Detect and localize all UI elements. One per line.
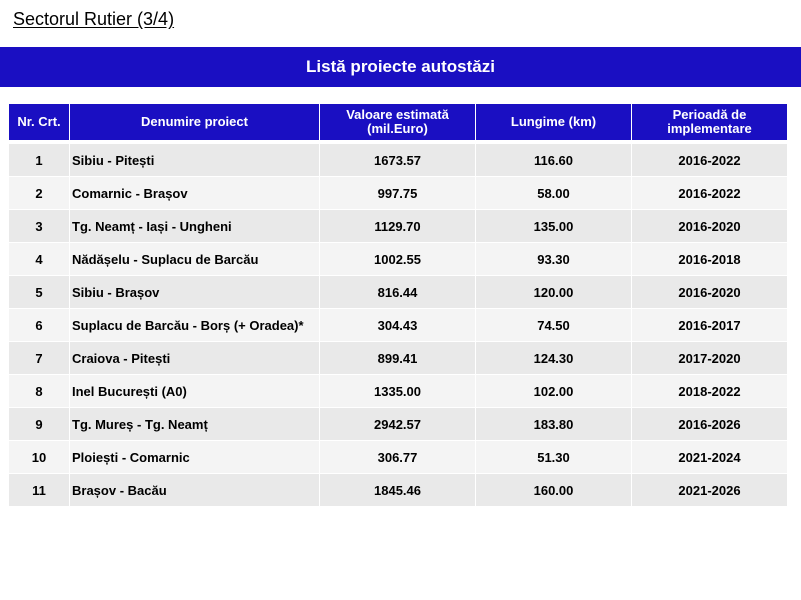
projects-table: Nr. Crt. Denumire proiect Valoare estima… xyxy=(9,104,787,507)
header-name: Denumire proiect xyxy=(70,104,320,144)
table-row: 6 Suplacu de Barcău - Borș (+ Oradea)* 3… xyxy=(9,309,787,342)
table-row: 10 Ploiești - Comarnic 306.77 51.30 2021… xyxy=(9,441,787,474)
cell-length: 160.00 xyxy=(476,474,632,507)
cell-value: 1002.55 xyxy=(320,243,476,276)
cell-length: 124.30 xyxy=(476,342,632,375)
cell-period: 2021-2026 xyxy=(632,474,787,507)
cell-nr: 6 xyxy=(9,309,70,342)
cell-nr: 9 xyxy=(9,408,70,441)
cell-value: 2942.57 xyxy=(320,408,476,441)
cell-nr: 5 xyxy=(9,276,70,309)
cell-value: 306.77 xyxy=(320,441,476,474)
table-row: 11 Brașov - Bacău 1845.46 160.00 2021-20… xyxy=(9,474,787,507)
banner-title: Listă proiecte autostăzi xyxy=(306,57,495,76)
cell-length: 183.80 xyxy=(476,408,632,441)
table-row: 5 Sibiu - Brașov 816.44 120.00 2016-2020 xyxy=(9,276,787,309)
cell-name: Tg. Mureș - Tg. Neamț xyxy=(70,408,320,441)
cell-period: 2018-2022 xyxy=(632,375,787,408)
cell-length: 116.60 xyxy=(476,144,632,177)
cell-period: 2016-2026 xyxy=(632,408,787,441)
page-title: Sectorul Rutier (3/4) xyxy=(13,9,175,29)
projects-table-container: Nr. Crt. Denumire proiect Valoare estima… xyxy=(9,104,787,507)
cell-nr: 10 xyxy=(9,441,70,474)
cell-period: 2021-2024 xyxy=(632,441,787,474)
cell-value: 1845.46 xyxy=(320,474,476,507)
cell-value: 1673.57 xyxy=(320,144,476,177)
cell-value: 997.75 xyxy=(320,177,476,210)
table-row: 4 Nădășelu - Suplacu de Barcău 1002.55 9… xyxy=(9,243,787,276)
cell-nr: 8 xyxy=(9,375,70,408)
cell-name: Nădășelu - Suplacu de Barcău xyxy=(70,243,320,276)
table-row: 8 Inel București (A0) 1335.00 102.00 201… xyxy=(9,375,787,408)
cell-nr: 2 xyxy=(9,177,70,210)
cell-name: Sibiu - Pitești xyxy=(70,144,320,177)
cell-length: 58.00 xyxy=(476,177,632,210)
table-header-row: Nr. Crt. Denumire proiect Valoare estima… xyxy=(9,104,787,144)
table-row: 1 Sibiu - Pitești 1673.57 116.60 2016-20… xyxy=(9,144,787,177)
cell-value: 304.43 xyxy=(320,309,476,342)
cell-name: Comarnic - Brașov xyxy=(70,177,320,210)
table-row: 2 Comarnic - Brașov 997.75 58.00 2016-20… xyxy=(9,177,787,210)
cell-period: 2016-2020 xyxy=(632,210,787,243)
cell-nr: 4 xyxy=(9,243,70,276)
cell-name: Sibiu - Brașov xyxy=(70,276,320,309)
cell-length: 102.00 xyxy=(476,375,632,408)
cell-name: Inel București (A0) xyxy=(70,375,320,408)
table-row: 3 Tg. Neamț - Iași - Ungheni 1129.70 135… xyxy=(9,210,787,243)
header-length: Lungime (km) xyxy=(476,104,632,144)
cell-name: Craiova - Pitești xyxy=(70,342,320,375)
cell-value: 1129.70 xyxy=(320,210,476,243)
cell-length: 93.30 xyxy=(476,243,632,276)
header-period: Perioadă de implementare xyxy=(632,104,787,144)
cell-name: Brașov - Bacău xyxy=(70,474,320,507)
cell-value: 816.44 xyxy=(320,276,476,309)
cell-length: 135.00 xyxy=(476,210,632,243)
cell-nr: 1 xyxy=(9,144,70,177)
cell-period: 2016-2018 xyxy=(632,243,787,276)
section-banner: Listă proiecte autostăzi xyxy=(0,47,801,87)
table-row: 9 Tg. Mureș - Tg. Neamț 2942.57 183.80 2… xyxy=(9,408,787,441)
cell-name: Tg. Neamț - Iași - Ungheni xyxy=(70,210,320,243)
cell-length: 74.50 xyxy=(476,309,632,342)
cell-period: 2016-2020 xyxy=(632,276,787,309)
cell-length: 120.00 xyxy=(476,276,632,309)
cell-period: 2016-2022 xyxy=(632,144,787,177)
cell-value: 899.41 xyxy=(320,342,476,375)
cell-period: 2017-2020 xyxy=(632,342,787,375)
cell-value: 1335.00 xyxy=(320,375,476,408)
cell-period: 2016-2017 xyxy=(632,309,787,342)
cell-nr: 11 xyxy=(9,474,70,507)
cell-period: 2016-2022 xyxy=(632,177,787,210)
cell-length: 51.30 xyxy=(476,441,632,474)
header-nr: Nr. Crt. xyxy=(9,104,70,144)
header-value: Valoare estimată (mil.Euro) xyxy=(320,104,476,144)
cell-name: Ploiești - Comarnic xyxy=(70,441,320,474)
table-body: 1 Sibiu - Pitești 1673.57 116.60 2016-20… xyxy=(9,144,787,507)
cell-nr: 7 xyxy=(9,342,70,375)
table-row: 7 Craiova - Pitești 899.41 124.30 2017-2… xyxy=(9,342,787,375)
cell-name: Suplacu de Barcău - Borș (+ Oradea)* xyxy=(70,309,320,342)
cell-nr: 3 xyxy=(9,210,70,243)
